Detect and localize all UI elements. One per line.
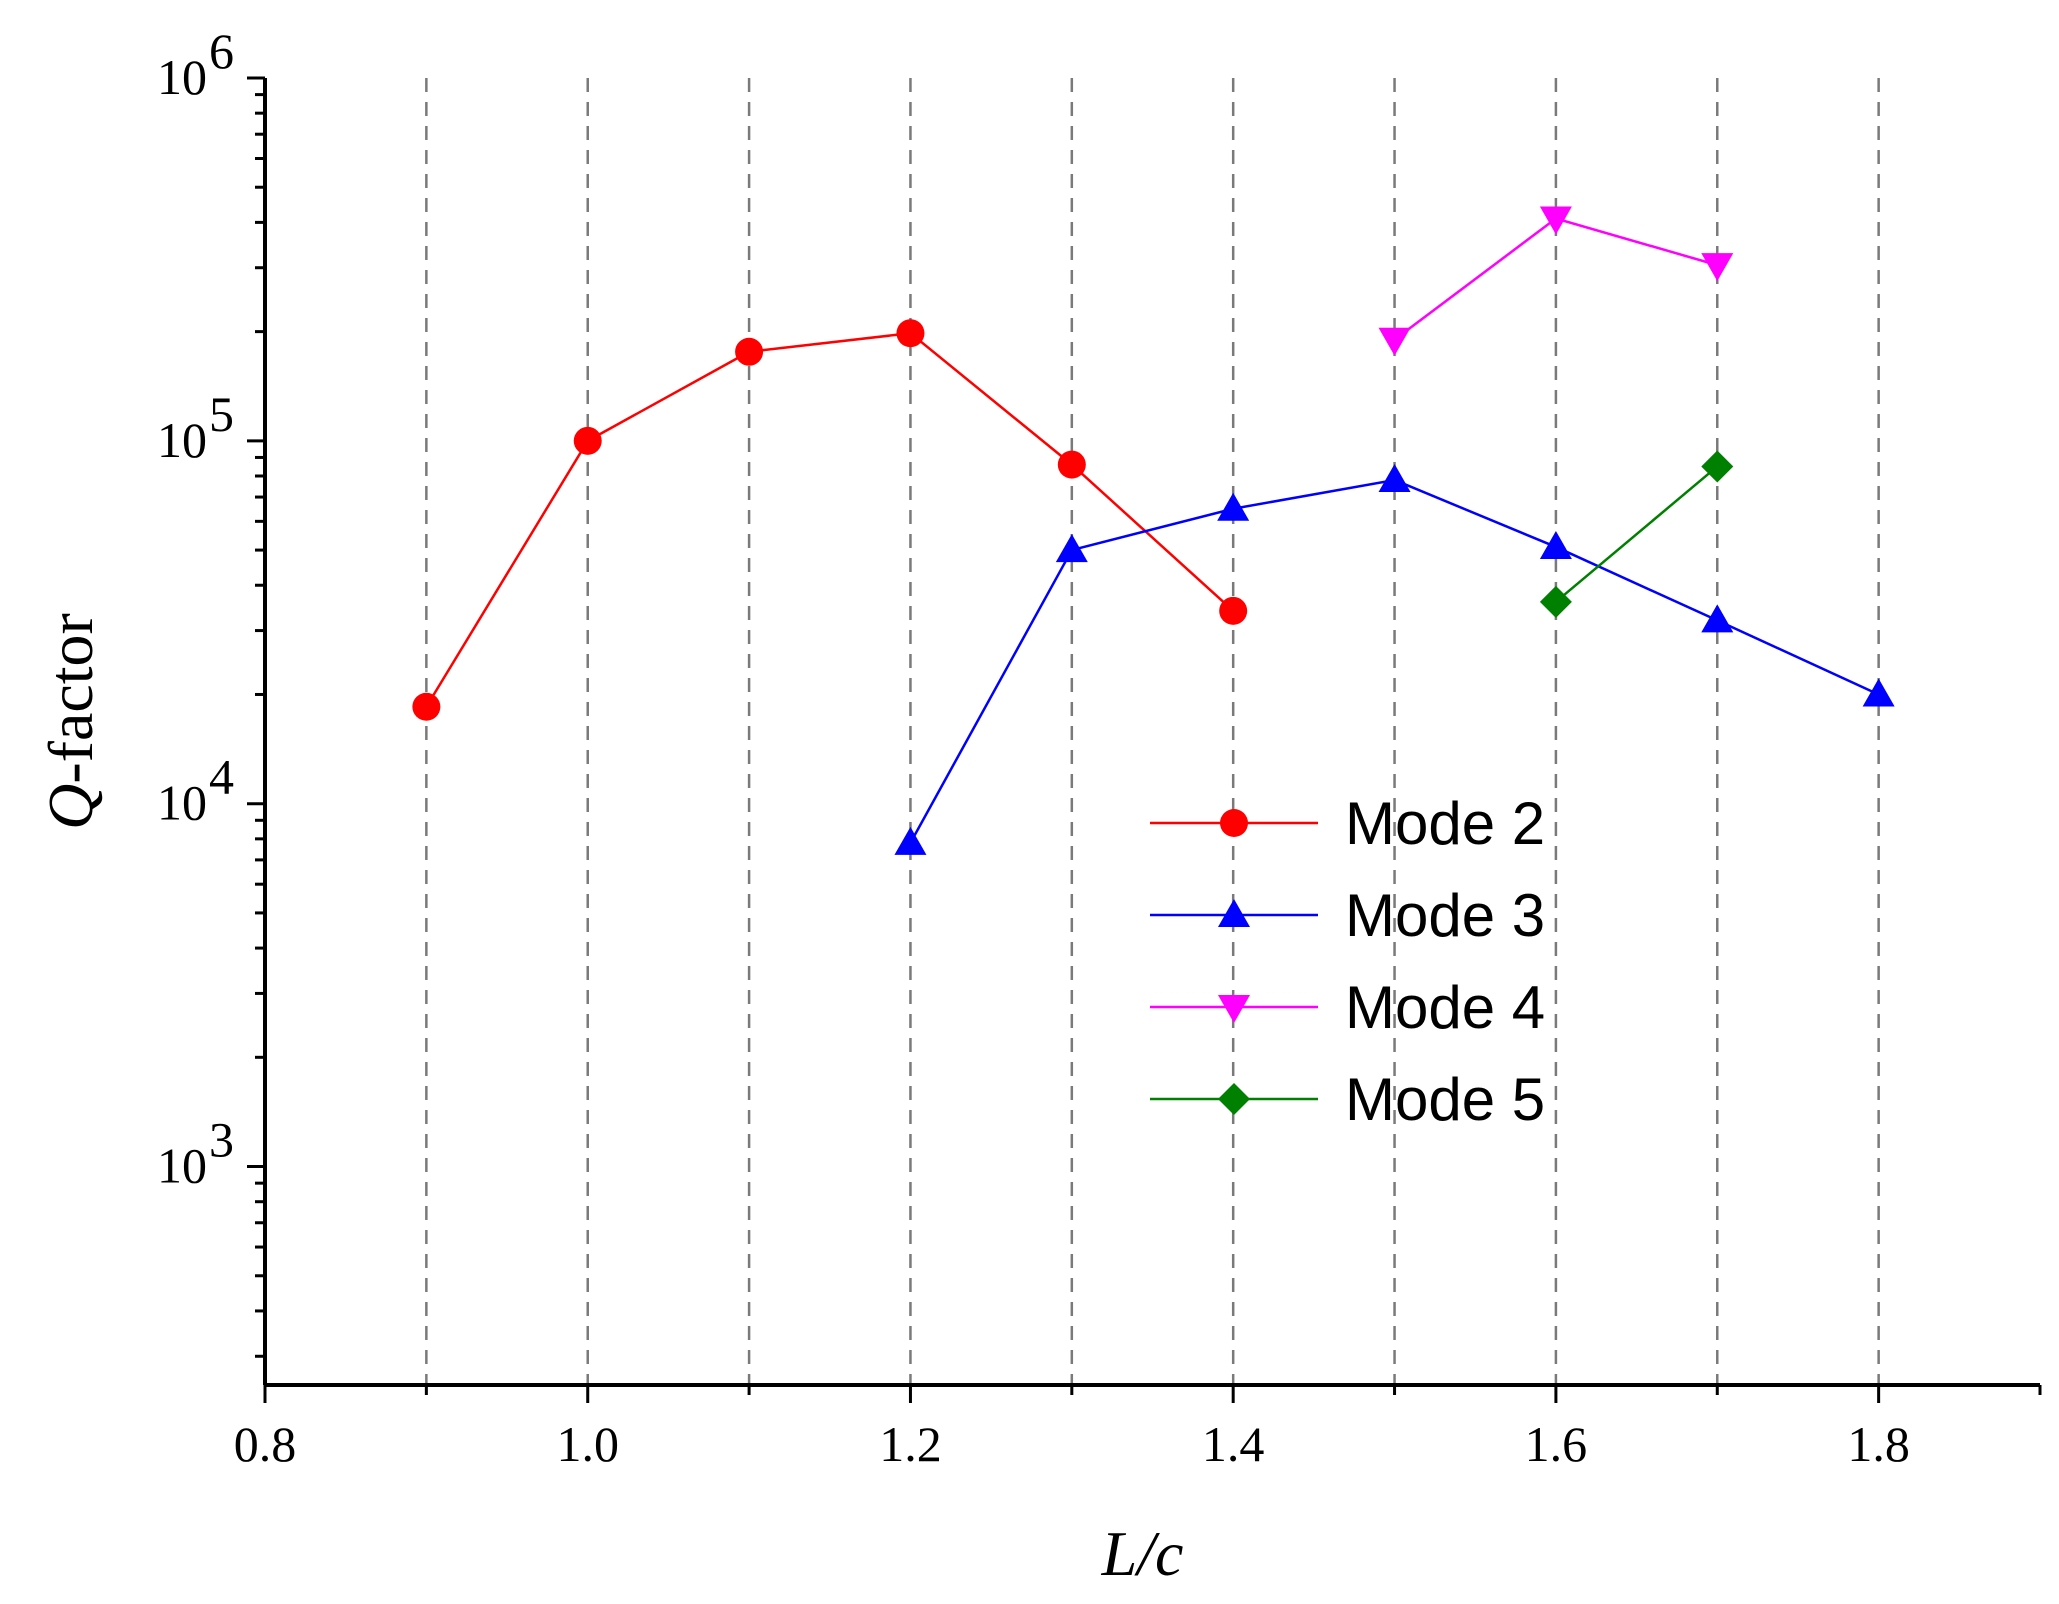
plot-series bbox=[412, 206, 1895, 855]
x-tick-label: 1.8 bbox=[1847, 1416, 1910, 1472]
y-tick-label: 10 bbox=[157, 775, 207, 831]
data-point-mode-4 bbox=[1539, 206, 1572, 235]
legend-label: Mode 5 bbox=[1345, 1066, 1545, 1133]
x-axis-title: L/c bbox=[1101, 1518, 1184, 1589]
y-tick-exponent: 5 bbox=[209, 386, 234, 442]
vertical-gridlines bbox=[425, 78, 1880, 1385]
axes bbox=[263, 78, 2040, 1387]
data-point-mode-2 bbox=[1057, 450, 1086, 479]
y-axis-title-symbol: Q bbox=[35, 784, 106, 830]
legend-label: Mode 4 bbox=[1345, 974, 1545, 1041]
y-tick-exponent: 4 bbox=[209, 749, 234, 805]
x-tick-label: 1.2 bbox=[879, 1416, 942, 1472]
y-tick-exponent: 3 bbox=[209, 1112, 234, 1168]
data-point-mode-3 bbox=[1701, 604, 1734, 633]
legend-marker bbox=[1218, 899, 1250, 927]
data-point-mode-2 bbox=[412, 692, 441, 721]
series-mode-3 bbox=[894, 464, 1895, 855]
series-line-mode-2 bbox=[425, 331, 1235, 708]
x-tick-label: 1.6 bbox=[1525, 1416, 1588, 1472]
x-tick-label: 1.0 bbox=[556, 1416, 619, 1472]
data-point-mode-3 bbox=[894, 826, 927, 855]
legend-marker bbox=[1218, 995, 1250, 1023]
y-axis-title: Q-factor bbox=[35, 613, 106, 830]
legend-marker bbox=[1218, 1083, 1250, 1115]
legend-marker bbox=[1220, 809, 1248, 837]
data-point-mode-4 bbox=[1701, 253, 1734, 282]
data-point-mode-3 bbox=[1055, 534, 1088, 563]
y-tick-label: 10 bbox=[157, 412, 207, 468]
data-point-mode-2 bbox=[573, 426, 602, 455]
legend-item-mode-4: Mode 4 bbox=[1150, 974, 1545, 1041]
data-point-mode-3 bbox=[1217, 492, 1250, 521]
data-point-mode-2 bbox=[1219, 596, 1248, 625]
data-point-mode-5 bbox=[1539, 585, 1572, 618]
y-tick-label: 10 bbox=[157, 49, 207, 105]
series-line-mode-5 bbox=[1555, 465, 1719, 603]
data-point-mode-4 bbox=[1378, 327, 1411, 356]
data-point-mode-3 bbox=[1862, 678, 1895, 707]
legend: Mode 2 Mode 3 Mode 4 Mode 5 bbox=[1150, 790, 1545, 1133]
legend-label: Mode 3 bbox=[1345, 882, 1545, 949]
data-point-mode-3 bbox=[1378, 464, 1411, 493]
data-point-mode-3 bbox=[1539, 530, 1572, 559]
y-axis-title-rest: -factor bbox=[35, 613, 106, 784]
legend-item-mode-5: Mode 5 bbox=[1150, 1066, 1545, 1133]
legend-item-mode-3: Mode 3 bbox=[1150, 882, 1545, 949]
data-point-mode-2 bbox=[735, 337, 764, 366]
data-point-mode-5 bbox=[1701, 450, 1734, 483]
data-point-mode-2 bbox=[896, 319, 925, 348]
series-mode-2 bbox=[412, 319, 1248, 721]
series-mode-4 bbox=[1378, 206, 1734, 356]
axis-titles: L/c Q-factor bbox=[35, 613, 1183, 1589]
y-tick-exponent: 6 bbox=[209, 23, 234, 79]
series-mode-5 bbox=[1539, 450, 1734, 618]
x-tick-label: 0.8 bbox=[234, 1416, 297, 1472]
legend-item-mode-2: Mode 2 bbox=[1150, 790, 1545, 857]
legend-label: Mode 2 bbox=[1345, 790, 1545, 857]
x-tick-label: 1.4 bbox=[1202, 1416, 1265, 1472]
y-tick-label: 10 bbox=[157, 1138, 207, 1194]
